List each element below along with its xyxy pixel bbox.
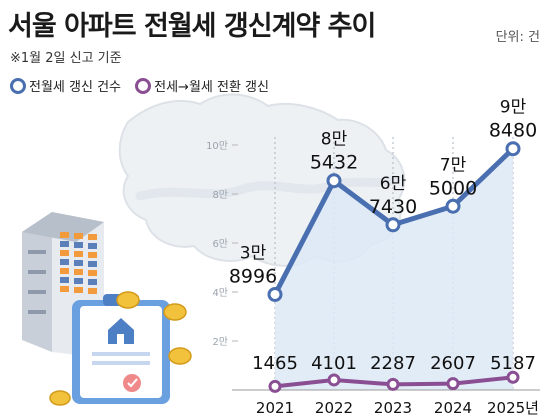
- series-1-label-value: 5000: [429, 177, 477, 199]
- chart-title: 서울 아파트 전월세 갱신계약 추이: [8, 11, 376, 42]
- unit-label: 단위: 건: [495, 30, 540, 45]
- legend: 전월세 갱신 건수 전세→월세 전환 갱신: [10, 76, 279, 95]
- series-1-point: [326, 173, 342, 189]
- series-1-label-value: 5432: [310, 152, 358, 174]
- series-2-point: [446, 377, 460, 391]
- x-axis-ticks: 2021 2022 2023 2024 2025년: [256, 399, 539, 417]
- river-illustration: [135, 175, 400, 201]
- series-1-label-top: 8만: [321, 130, 348, 150]
- x-tick-label: 2023: [374, 399, 412, 417]
- series-1-label-value: 8996: [229, 265, 277, 287]
- legend-marker-conversion: [135, 78, 152, 94]
- coins-illustration: [49, 291, 192, 406]
- series-1-label-top: 3만: [240, 243, 267, 263]
- legend-marker-renewal: [10, 78, 26, 94]
- data-points: [267, 141, 521, 393]
- chart-note: ※1월 2일 신고 기준: [10, 51, 122, 66]
- y-tick-label: 2만: [212, 336, 228, 348]
- series-1-label-top: 9만: [500, 98, 527, 118]
- series-1-point: [505, 141, 521, 157]
- legend-label-renewal: 전월세 갱신 건수: [29, 80, 121, 95]
- x-tick-label: 2021: [256, 399, 294, 417]
- series-2-label-value: 5187: [490, 353, 536, 374]
- legend-item-conversion: 전세→월세 전환 갱신: [135, 76, 269, 95]
- series-2-point: [506, 370, 520, 384]
- y-axis-ticks: 2만 4만 6만 8만 10만: [206, 140, 238, 348]
- y-tick-label: 10만: [206, 140, 228, 152]
- series-2-point: [386, 377, 400, 391]
- series-1-label-top: 6만: [380, 174, 407, 194]
- x-tick-label: 2025년: [487, 399, 539, 417]
- series-2-label-value: 2287: [370, 353, 416, 374]
- y-tick-label: 8만: [212, 189, 228, 201]
- series-1-label-top: 7만: [440, 155, 467, 175]
- series-2-point: [327, 373, 341, 387]
- series-1-label-value: 8480: [489, 120, 537, 142]
- contract-document-illustration: [72, 294, 170, 404]
- x-tick-label: 2022: [315, 399, 353, 417]
- series-2-label-value: 1465: [252, 353, 298, 374]
- legend-item-renewal: 전월세 갱신 건수: [10, 76, 121, 95]
- series-1-point: [267, 286, 283, 302]
- y-tick-label: 6만: [212, 238, 228, 250]
- series-1-point: [445, 198, 461, 214]
- series-1-label-value: 7430: [369, 196, 417, 218]
- series-1-point: [385, 217, 401, 233]
- legend-label-conversion: 전세→월세 전환 갱신: [154, 80, 269, 95]
- y-tick-label: 4만: [212, 287, 228, 299]
- series-2-label-value: 2607: [430, 353, 476, 374]
- series-2-point: [268, 379, 282, 393]
- series-2-label-value: 4101: [311, 353, 357, 374]
- x-tick-label: 2024: [434, 399, 472, 417]
